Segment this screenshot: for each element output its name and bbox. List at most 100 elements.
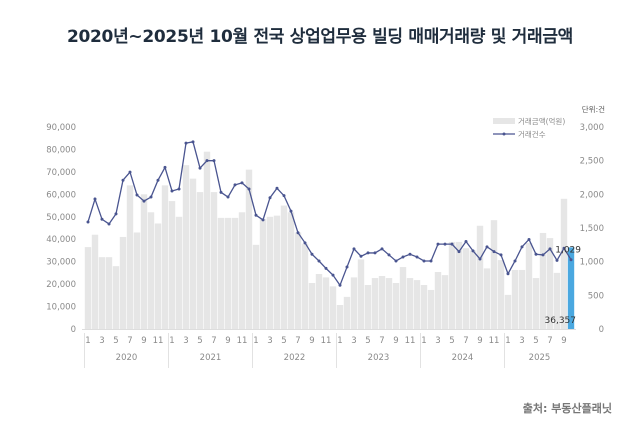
count-point	[387, 253, 391, 257]
amount-bar	[189, 178, 197, 329]
amount-bar	[427, 289, 435, 329]
month-tick: 3	[99, 336, 104, 346]
count-point	[170, 189, 174, 193]
left-axis-tick: 90,000	[46, 123, 76, 133]
count-point	[310, 252, 314, 256]
count-point	[184, 141, 188, 145]
amount-bar	[497, 260, 505, 329]
month-tick: 3	[519, 336, 524, 346]
amount-bar	[483, 268, 491, 329]
count-point	[478, 257, 482, 261]
amount-bar	[315, 274, 323, 329]
amount-bar	[413, 280, 421, 329]
amount-bar	[182, 165, 190, 329]
amount-bar	[560, 198, 568, 329]
amount-bar	[511, 269, 519, 329]
month-tick: 11	[489, 336, 500, 346]
month-tick: 11	[237, 336, 248, 346]
count-point	[212, 159, 216, 163]
amount-bar	[448, 241, 456, 329]
month-tick: 7	[295, 336, 300, 346]
count-point	[233, 183, 237, 187]
count-point	[100, 217, 104, 221]
left-axis-tick: 50,000	[46, 213, 76, 223]
month-tick: 7	[211, 336, 216, 346]
count-point	[86, 220, 90, 224]
count-point	[513, 259, 517, 263]
left-axis-tick: 40,000	[46, 235, 76, 245]
amount-bar	[91, 234, 99, 329]
left-axis-tick: 30,000	[46, 258, 76, 268]
month-tick: 1	[85, 336, 90, 346]
count-point	[492, 250, 496, 254]
legend-bar-swatch	[493, 118, 515, 124]
month-tick: 7	[127, 336, 132, 346]
amount-bar	[112, 266, 120, 329]
left-axis-tick: 20,000	[46, 280, 76, 290]
last-count-label: 1,029	[555, 246, 581, 256]
unit-label: 단위:건	[582, 104, 605, 114]
highlight-bar	[567, 247, 575, 329]
count-point	[464, 239, 468, 243]
month-tick: 9	[477, 336, 482, 346]
count-point	[471, 249, 475, 253]
amount-bar	[210, 192, 218, 329]
count-point	[569, 258, 573, 262]
amount-bar	[224, 217, 232, 329]
amount-bar	[280, 205, 288, 329]
month-tick: 1	[505, 336, 510, 346]
amount-bar	[140, 194, 148, 329]
year-label: 2025	[529, 353, 551, 363]
amount-bar	[238, 212, 246, 329]
count-point	[275, 186, 279, 190]
month-tick: 11	[153, 336, 164, 346]
amount-bar	[441, 275, 449, 329]
amount-bar	[252, 244, 260, 329]
count-point	[114, 212, 118, 216]
amount-bar	[385, 278, 393, 329]
count-point	[352, 247, 356, 251]
count-point	[548, 247, 552, 251]
count-point	[163, 165, 167, 169]
amount-bar	[455, 241, 463, 329]
count-point	[205, 159, 209, 163]
amount-bar	[231, 217, 239, 329]
amount-bar	[434, 271, 442, 329]
count-point	[121, 178, 125, 182]
left-axis-tick: 70,000	[46, 168, 76, 178]
count-point	[485, 245, 489, 249]
amount-bar	[329, 286, 337, 329]
count-point	[135, 193, 139, 197]
right-axis-tick: 500	[588, 291, 604, 301]
count-point	[282, 194, 286, 198]
month-tick: 5	[533, 336, 538, 346]
amount-bar	[294, 232, 302, 329]
right-axis-tick: 0	[599, 325, 604, 335]
amount-bar	[301, 243, 309, 329]
month-tick: 3	[267, 336, 272, 346]
amount-bar	[364, 285, 372, 329]
month-tick: 3	[351, 336, 356, 346]
amount-bar	[371, 278, 379, 329]
amount-bar	[420, 285, 428, 329]
count-point	[303, 241, 307, 245]
amount-bar	[259, 219, 267, 329]
count-point	[331, 273, 335, 277]
count-point	[93, 197, 97, 201]
month-tick: 5	[449, 336, 454, 346]
count-point	[380, 247, 384, 251]
count-point	[436, 242, 440, 246]
count-point	[429, 259, 433, 263]
amount-bar	[175, 216, 183, 329]
count-point	[191, 140, 195, 144]
amount-bar	[476, 225, 484, 329]
count-point	[128, 170, 132, 174]
amount-bar	[539, 232, 547, 329]
amount-bar	[196, 192, 204, 329]
amount-bar	[84, 247, 92, 329]
count-point	[394, 259, 398, 263]
right-axis-tick: 2,000	[580, 190, 604, 200]
amount-bar	[287, 212, 295, 329]
count-point	[541, 253, 545, 257]
chart-title: 2020년~2025년 10월 전국 상업업무용 빌딩 매매거래량 및 거래금액	[66, 27, 574, 47]
